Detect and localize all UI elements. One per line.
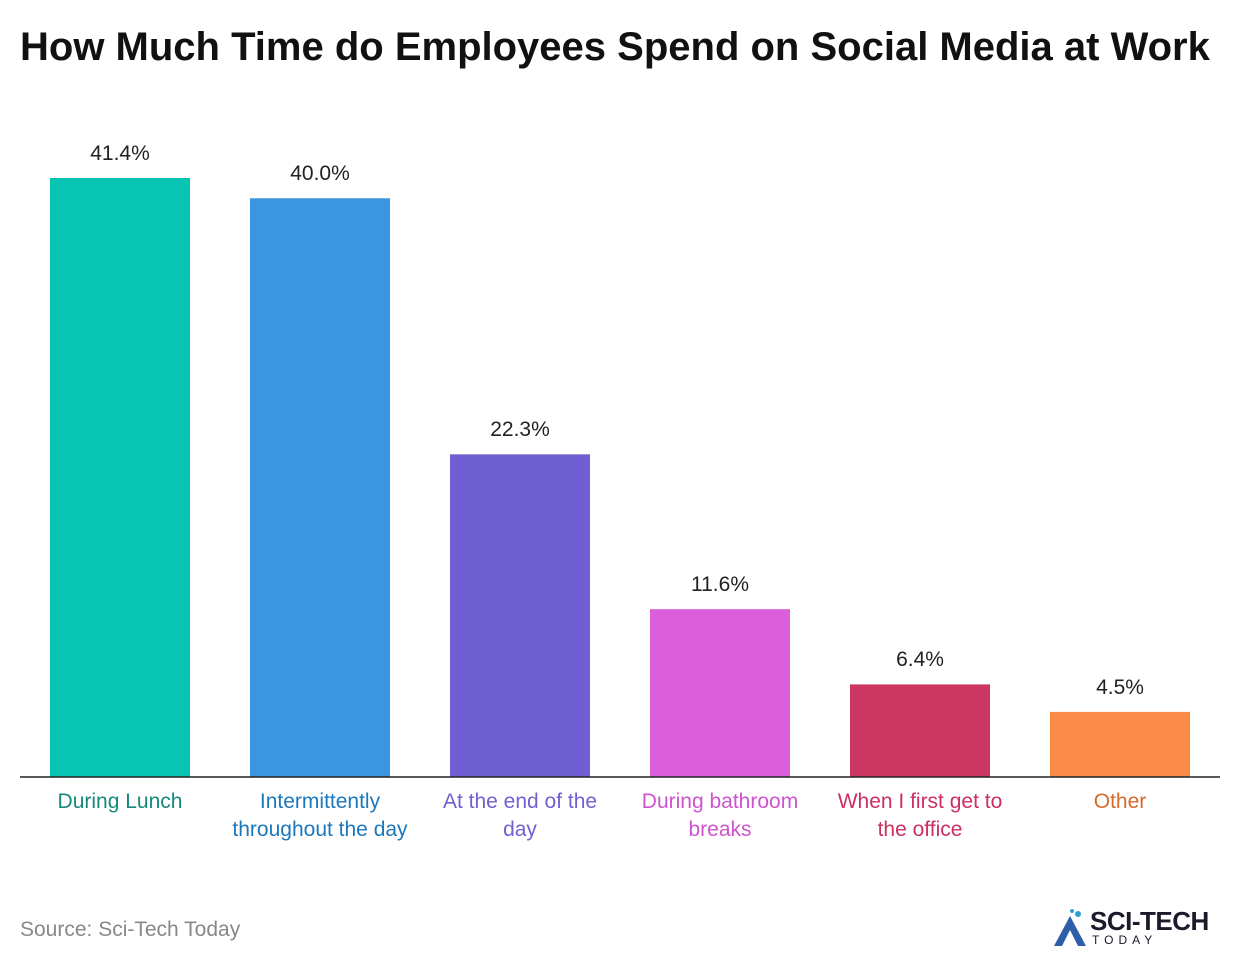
- value-label: 40.0%: [290, 162, 350, 186]
- bar: [850, 684, 990, 777]
- source: Source: Sci-Tech Today: [20, 918, 241, 941]
- bar: [450, 454, 590, 777]
- bar: [250, 198, 390, 777]
- logo-icon: [1054, 909, 1086, 946]
- x-tick-label: During Lunch: [57, 790, 183, 813]
- logo-name: SCI-TECH: [1090, 906, 1209, 936]
- chart-title: How Much Time do Employees Spend on Soci…: [20, 25, 1210, 69]
- x-tick-label: At the end of the day: [442, 790, 598, 841]
- x-tick-label: Other: [1093, 790, 1147, 813]
- value-label: 6.4%: [896, 648, 944, 672]
- bar: [1050, 711, 1190, 777]
- logo: SCI-TECH TODAY: [1052, 906, 1232, 950]
- value-label: 4.5%: [1096, 675, 1144, 699]
- value-label: 22.3%: [490, 418, 550, 442]
- x-tick-label: Intermittently throughout the day: [232, 790, 408, 841]
- value-label: 11.6%: [691, 573, 749, 597]
- x-tick-label: When I first get to the office: [837, 790, 1003, 841]
- value-label: 41.4%: [90, 142, 150, 165]
- logo-tagline: TODAY: [1092, 933, 1158, 947]
- bar: [650, 609, 790, 777]
- bar: [50, 178, 190, 777]
- x-tick-label: During bathroom breaks: [641, 790, 799, 841]
